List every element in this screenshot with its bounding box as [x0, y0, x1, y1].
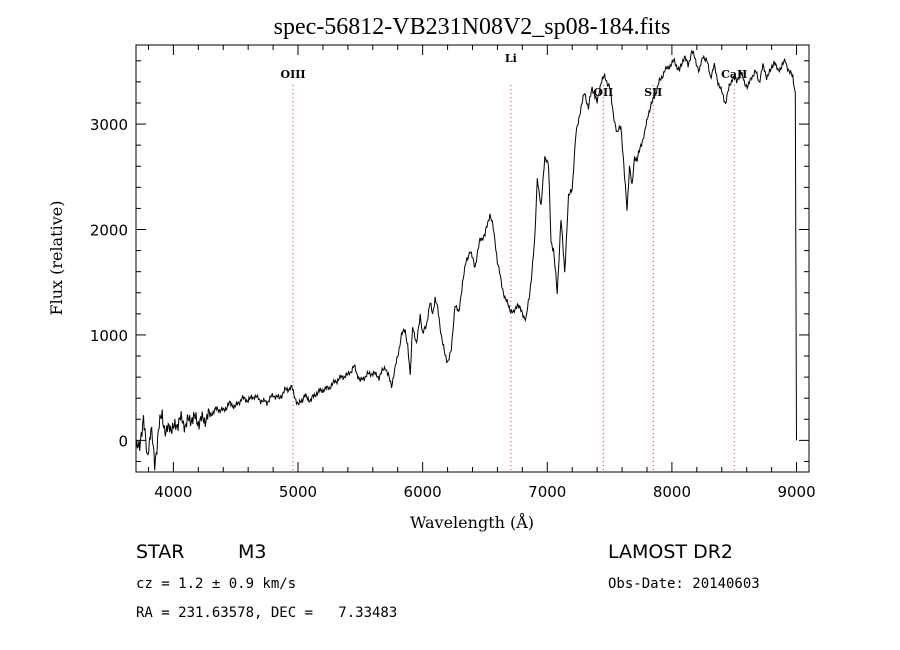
plot-frame	[135, 44, 810, 473]
object-class: STAR	[136, 541, 185, 563]
spectral-line-label: Li	[505, 52, 517, 65]
cz-value: cz = 1.2 ± 0.9 km/s	[136, 576, 297, 592]
y-tick-label: 1000	[90, 327, 128, 345]
y-tick-label: 3000	[90, 116, 128, 134]
axis-ticks: 4000 5000 6000 7000 8000 9000 0 1000 2000 3000	[90, 45, 816, 501]
x-axis-label: Wavelength (Å)	[410, 512, 534, 532]
x-tick-label: 8000	[653, 483, 691, 501]
x-tick-label: 5000	[279, 483, 317, 501]
spectral-line-label: SII	[644, 86, 662, 99]
object-subclass: M3	[238, 541, 267, 563]
chart-title: spec-56812-VB231N08V2_sp08-184.fits	[274, 14, 671, 40]
spectrum-line	[135, 49, 797, 471]
y-tick-label: 0	[118, 432, 128, 450]
coordinates: RA = 231.63578, DEC = 7.33483	[136, 605, 398, 621]
spectrum-series	[135, 49, 797, 471]
x-tick-label: 4000	[154, 483, 192, 501]
spectral-line-label: OIII	[281, 68, 306, 81]
obs-date: Obs-Date: 20140603	[608, 576, 760, 592]
y-tick-label: 2000	[90, 222, 128, 240]
x-tick-label: 9000	[777, 483, 815, 501]
y-axis-label: Flux (relative)	[47, 201, 66, 316]
survey-name: LAMOST DR2	[608, 541, 733, 563]
x-tick-label: 7000	[528, 483, 566, 501]
x-tick-label: 6000	[404, 483, 442, 501]
